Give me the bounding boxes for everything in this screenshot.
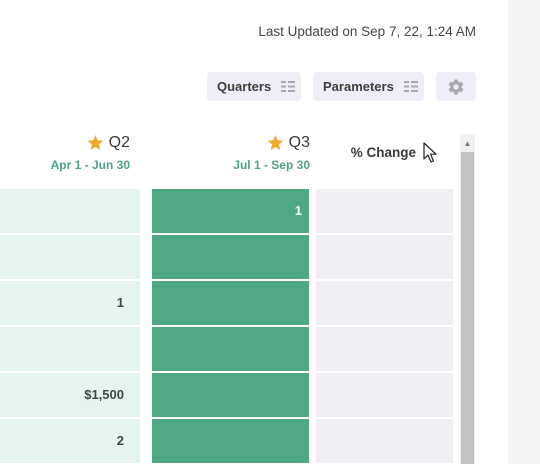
quarters-button[interactable]: Quarters bbox=[207, 72, 301, 101]
table-cell[interactable] bbox=[0, 327, 140, 371]
table-cell[interactable]: 1 bbox=[152, 189, 309, 233]
table-cell[interactable] bbox=[0, 235, 140, 279]
table-cell[interactable] bbox=[316, 373, 453, 417]
grid-icon bbox=[281, 81, 296, 92]
table-cell[interactable] bbox=[316, 327, 453, 371]
column-date-range: Apr 1 - Jun 30 bbox=[50, 158, 130, 172]
table-cell[interactable] bbox=[0, 189, 140, 233]
last-updated-text: Last Updated on Sep 7, 22, 1:24 AM bbox=[258, 24, 476, 39]
quarters-button-label: Quarters bbox=[217, 79, 272, 94]
table-cell[interactable] bbox=[152, 373, 309, 417]
right-panel-edge bbox=[508, 0, 540, 464]
table-cell[interactable]: $1,500 bbox=[0, 373, 140, 417]
table-cell[interactable] bbox=[316, 419, 453, 463]
column-date-range: Jul 1 - Sep 30 bbox=[233, 158, 310, 172]
mouse-cursor-icon bbox=[423, 142, 437, 163]
grid-icon bbox=[403, 81, 418, 92]
scrollbar-thumb[interactable] bbox=[461, 152, 474, 464]
column-title: Q3 bbox=[288, 134, 310, 151]
table-cell[interactable] bbox=[152, 327, 309, 371]
table-cell[interactable] bbox=[316, 189, 453, 233]
star-icon bbox=[267, 135, 284, 150]
star-icon bbox=[87, 135, 104, 150]
table-cell[interactable]: 2 bbox=[0, 419, 140, 463]
table-cell[interactable]: 1 bbox=[0, 281, 140, 325]
parameters-button-label: Parameters bbox=[323, 79, 394, 94]
gear-icon bbox=[448, 79, 464, 94]
column-header-q3[interactable]: Q3 Jul 1 - Sep 30 bbox=[150, 134, 310, 172]
parameters-button[interactable]: Parameters bbox=[313, 72, 424, 101]
scroll-up-arrow-icon[interactable]: ▲ bbox=[463, 138, 472, 148]
table-cell[interactable] bbox=[152, 235, 309, 279]
column-title: Q2 bbox=[108, 134, 130, 151]
column-header-pct-change[interactable]: % Change bbox=[350, 145, 416, 160]
table-cell[interactable] bbox=[152, 281, 309, 325]
settings-button[interactable] bbox=[436, 72, 476, 101]
table-cell[interactable] bbox=[316, 235, 453, 279]
table-cell[interactable] bbox=[316, 281, 453, 325]
column-header-q2[interactable]: Q2 Apr 1 - Jun 30 bbox=[0, 134, 130, 172]
table-cell[interactable] bbox=[152, 419, 309, 463]
